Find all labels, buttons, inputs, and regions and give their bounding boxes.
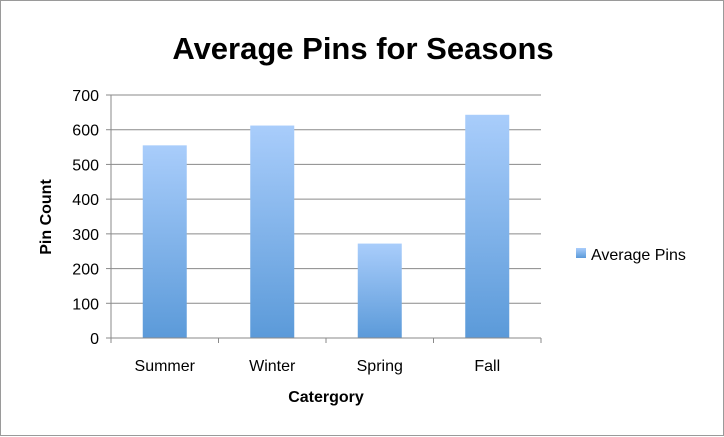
y-axis-ticks: 0 100 200 300 400 500 600 700 xyxy=(72,88,111,348)
y-tick-label: 500 xyxy=(72,157,99,174)
y-tick-label: 600 xyxy=(72,123,99,140)
bar-fall xyxy=(465,114,510,338)
chart-title: Average Pins for Seasons xyxy=(172,31,553,66)
x-axis-title: Catergory xyxy=(288,389,364,406)
x-tick-label: Spring xyxy=(357,358,403,375)
bar-summer xyxy=(142,145,187,338)
y-tick-label: 700 xyxy=(72,88,99,105)
bars xyxy=(142,114,510,338)
legend-label: Average Pins xyxy=(591,247,686,264)
legend: Average Pins xyxy=(576,247,686,264)
y-tick-label: 200 xyxy=(72,262,99,279)
y-tick-label: 300 xyxy=(72,227,99,244)
x-tick-label: Winter xyxy=(249,358,296,375)
x-tick-label: Summer xyxy=(135,358,196,375)
x-tick-label: Fall xyxy=(474,358,500,375)
y-tick-label: 0 xyxy=(90,331,99,348)
y-tick-label: 400 xyxy=(72,192,99,209)
y-axis-title: Pin Count xyxy=(38,179,55,255)
bar-spring xyxy=(357,243,402,338)
x-axis-ticks: Summer Winter Spring Fall xyxy=(110,338,542,375)
bar-winter xyxy=(250,125,295,338)
y-tick-label: 100 xyxy=(72,296,99,313)
legend-swatch xyxy=(576,248,586,258)
